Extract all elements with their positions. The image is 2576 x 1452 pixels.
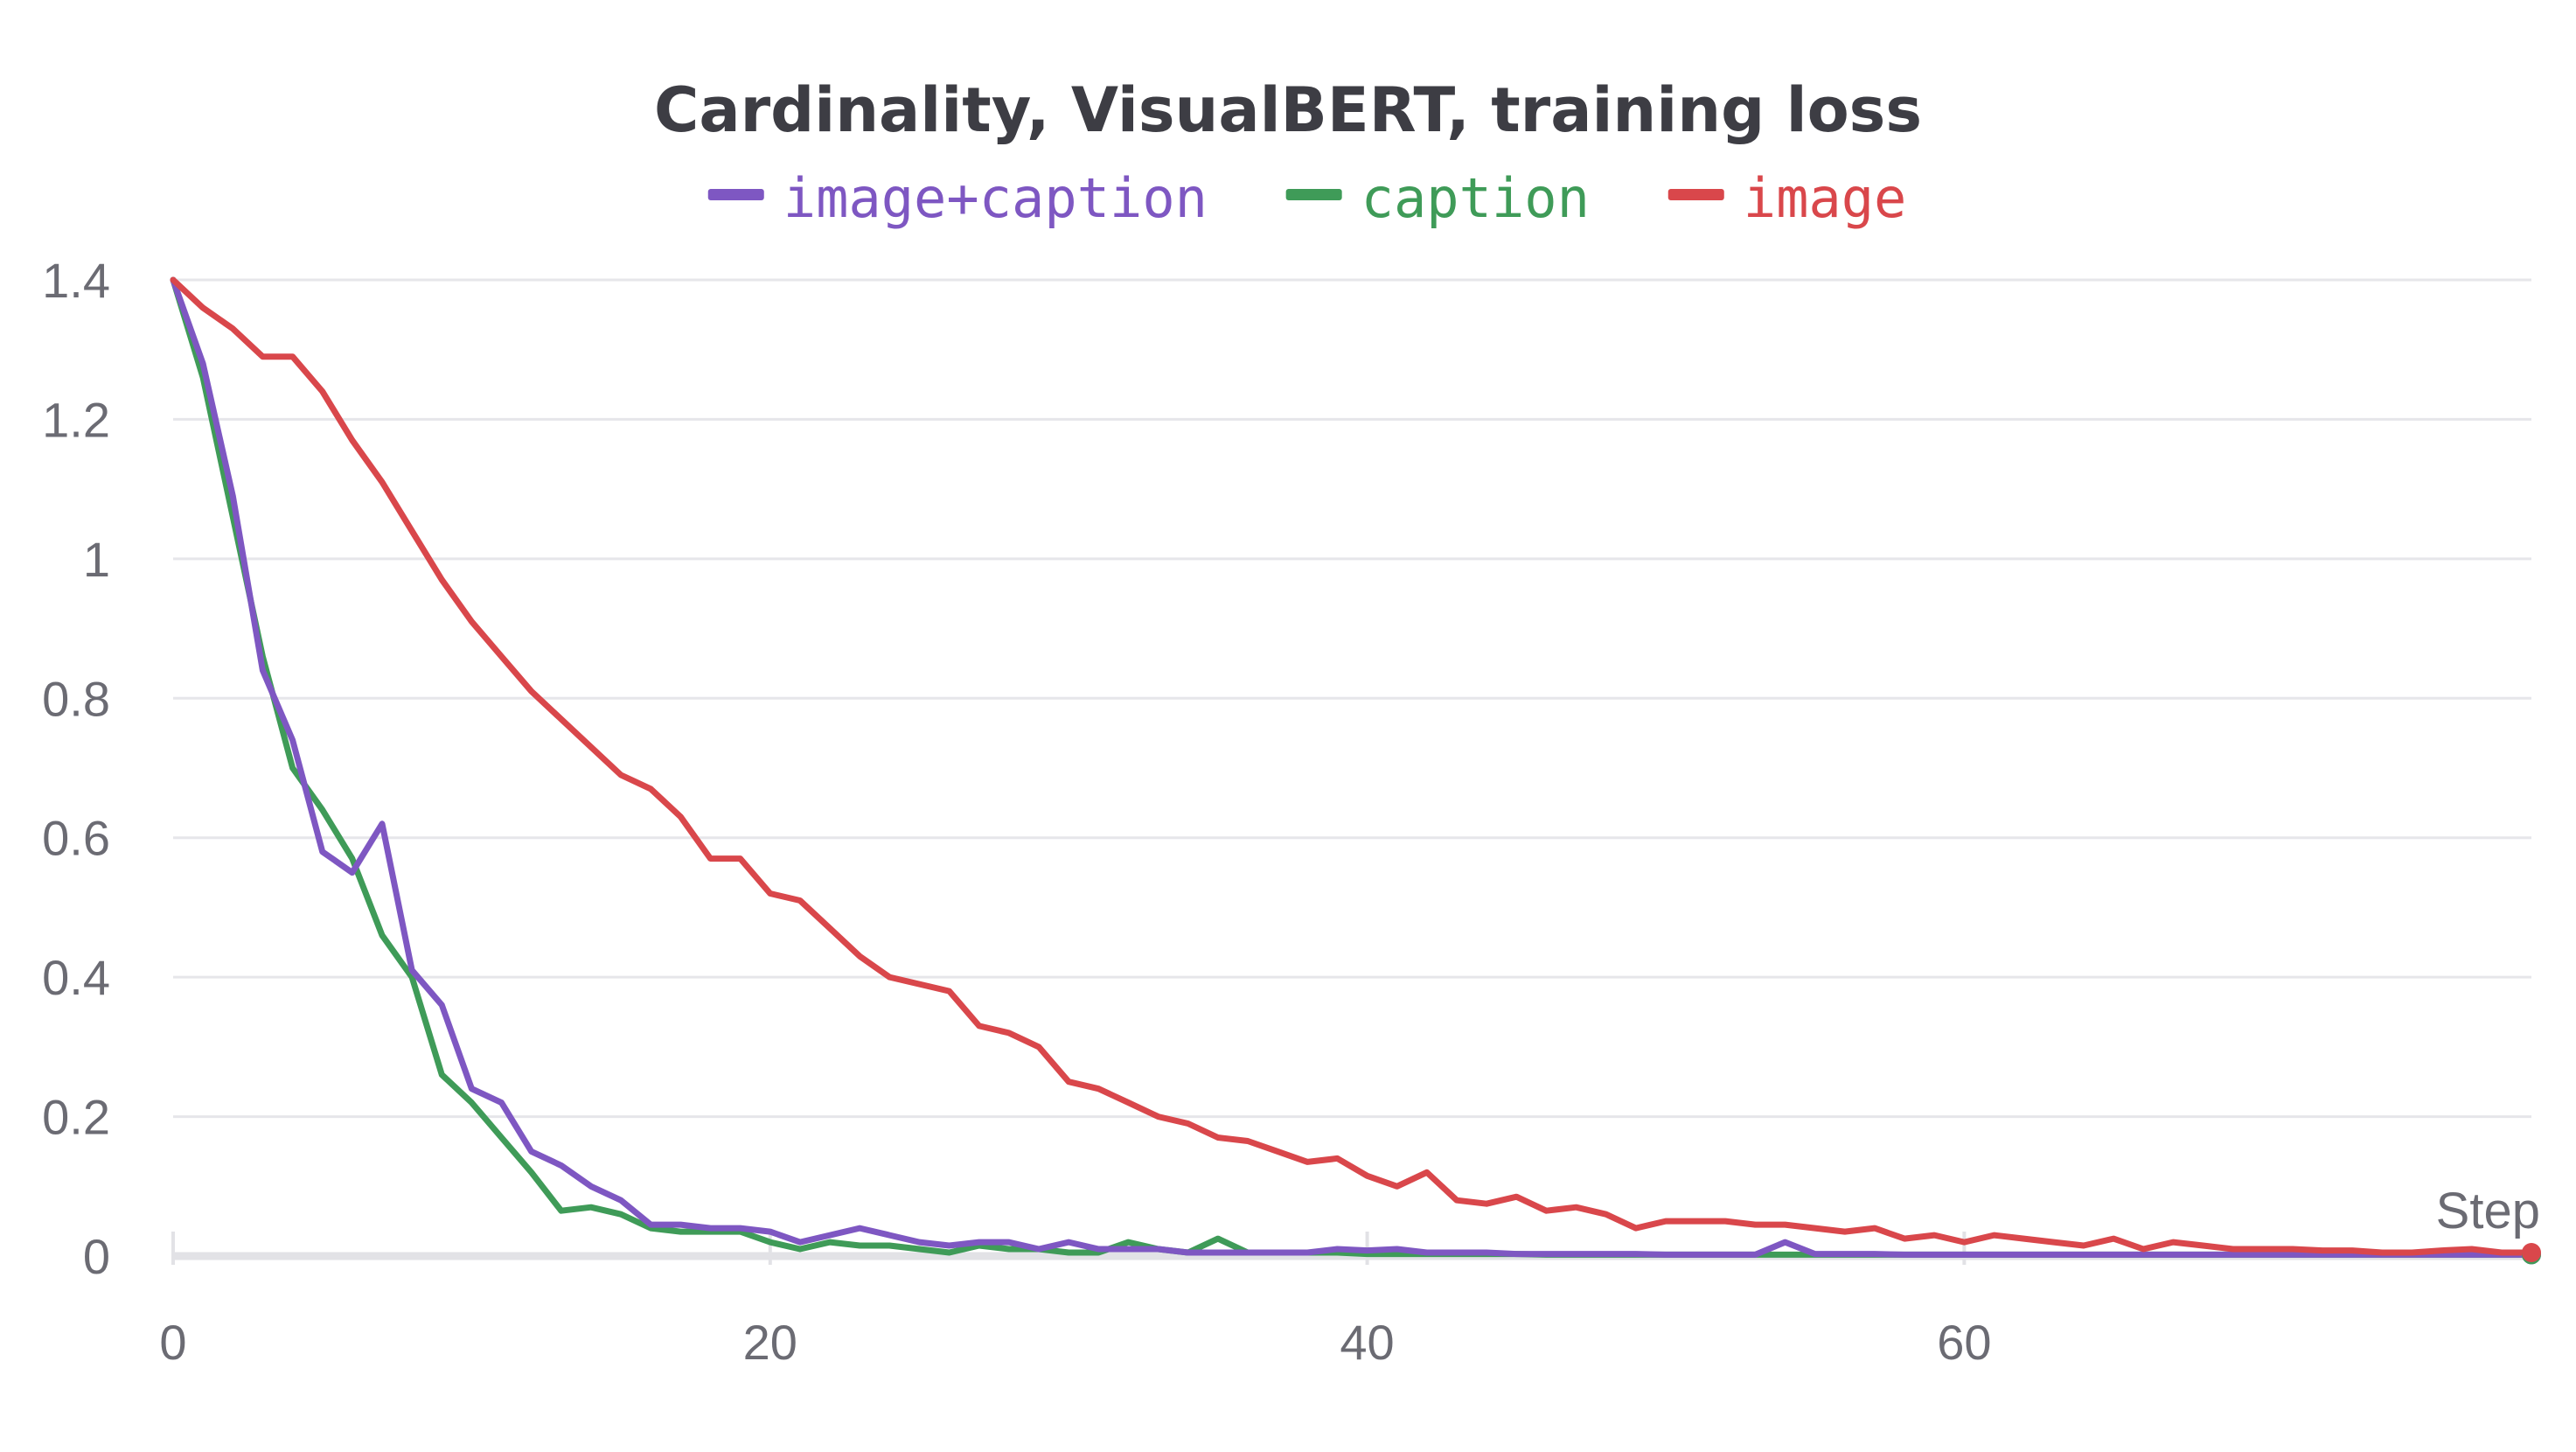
legend: image+caption caption image [707,166,1907,230]
legend-swatch [1667,189,1724,200]
y-tick-label: 1.2 [42,392,110,447]
y-axis: 0 0.2 0.4 0.6 0.8 1 1.2 1.4 [42,253,110,1284]
chart-title: Cardinality, VisualBERT, training loss [654,74,1922,146]
x-tick-label: 60 [1937,1315,1991,1370]
legend-swatch [1285,189,1342,200]
x-tick-label: 0 [159,1315,186,1370]
series-line-caption [170,276,2535,1258]
legend-label: image+caption [783,166,1208,230]
y-tick-label: 0.8 [42,671,110,726]
x-tick-label: 20 [743,1315,797,1370]
legend-label: caption [1361,166,1590,230]
legend-item[interactable]: image+caption [707,166,1208,230]
legend-item[interactable]: image [1667,166,1907,230]
series-end-marker [2522,1243,2541,1263]
series-line-image-caption [170,276,2535,1258]
y-tick-label: 0.6 [42,811,110,866]
legend-swatch [707,189,764,200]
x-tick-label: 40 [1340,1315,1394,1370]
legend-label: image [1744,166,1907,230]
y-tick-label: 0 [83,1229,110,1284]
y-tick-label: 0.4 [42,950,110,1005]
x-axis-label: Step [2436,1183,2540,1239]
y-tick-label: 1.4 [42,253,110,308]
y-tick-label: 1 [83,532,110,587]
grid-lines [173,278,2531,1119]
series-line-image [170,276,2535,1256]
plot-area [170,276,2541,1265]
y-tick-label: 0.2 [42,1090,110,1145]
legend-item[interactable]: caption [1285,166,1590,230]
